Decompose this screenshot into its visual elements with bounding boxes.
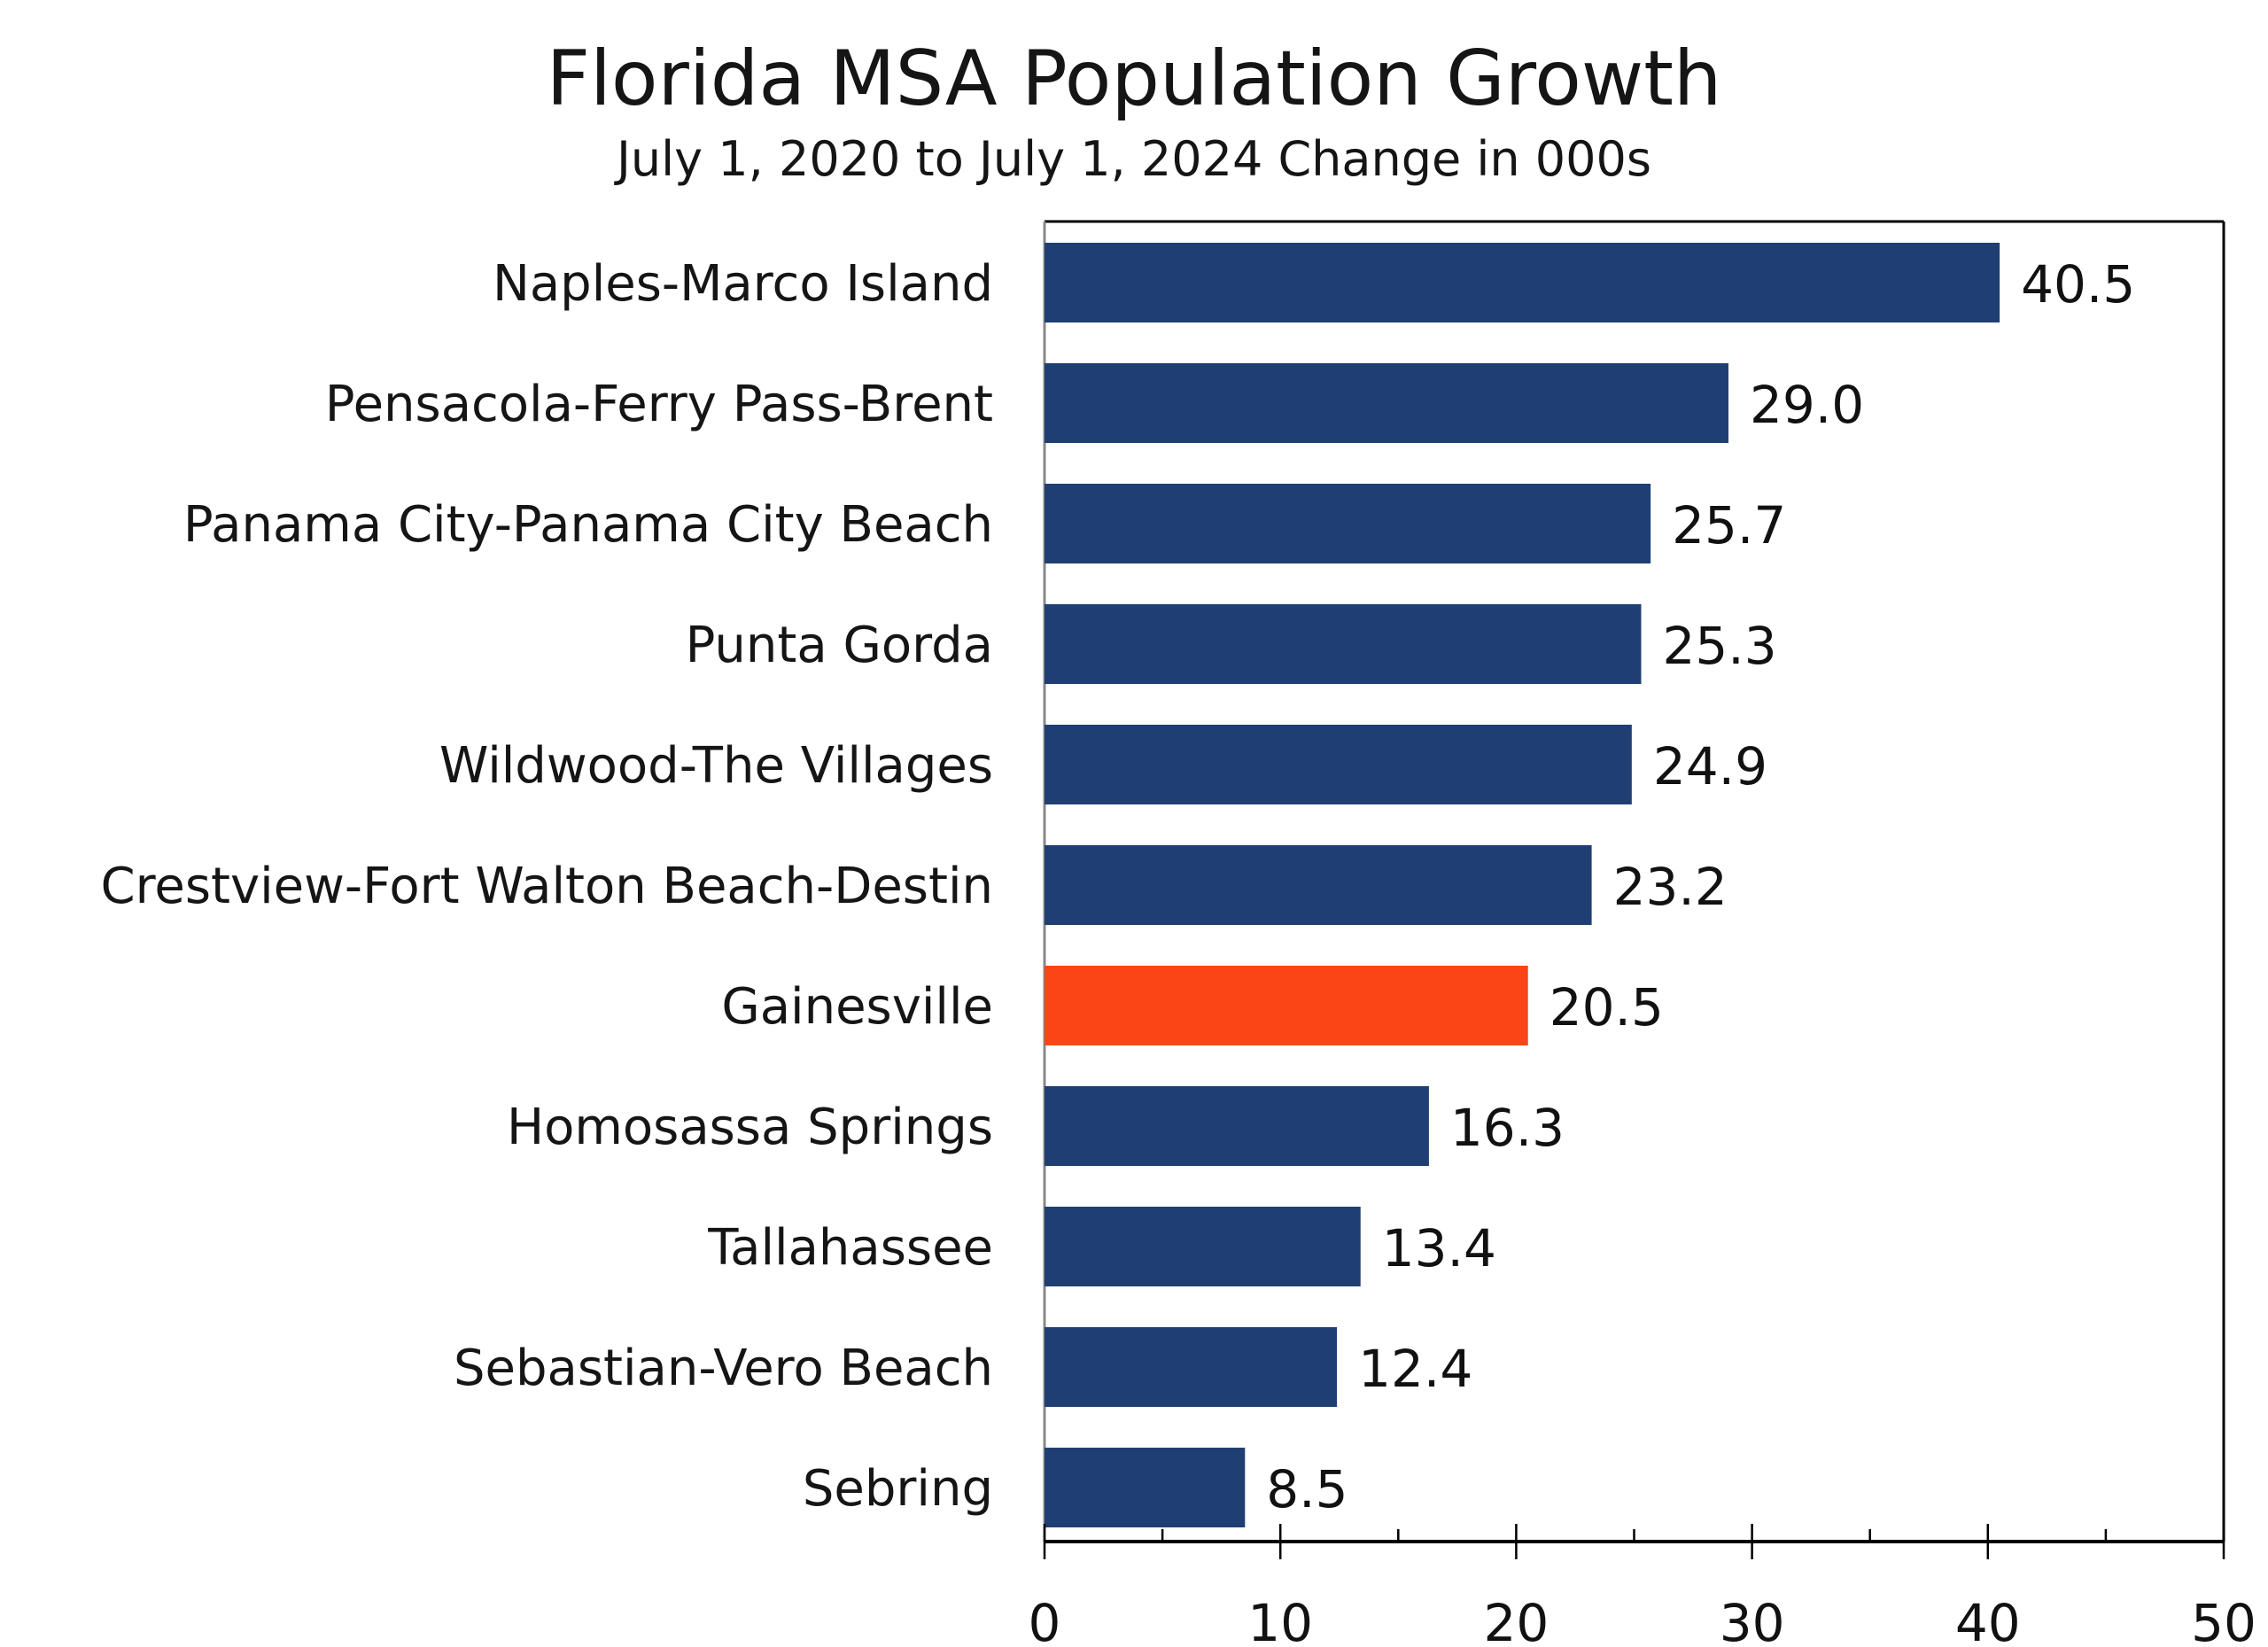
x-tick-label: 50 [2191, 1593, 2256, 1647]
category-label: Homosassa Springs [507, 1099, 993, 1156]
data-label: 29.0 [1750, 375, 1864, 435]
category-label: Panama City-Panama City Beach [183, 496, 993, 554]
data-label: 16.3 [1450, 1098, 1565, 1158]
category-label: Crestview-Fort Walton Beach-Destin [100, 858, 993, 915]
x-tick-label: 30 [1720, 1593, 1785, 1647]
category-label: Tallahassee [707, 1219, 993, 1277]
chart-subtitle: July 1, 2020 to July 1, 2024 Change in 0… [614, 131, 1651, 187]
bar [1045, 484, 1651, 563]
data-label: 25.3 [1662, 616, 1776, 676]
data-label: 23.2 [1613, 857, 1728, 917]
category-label: Naples-Marco Island [493, 255, 993, 313]
bar [1045, 1207, 1361, 1286]
category-label: Wildwood-The Villages [439, 737, 993, 795]
x-tick-label: 40 [1955, 1593, 2021, 1647]
data-label: 13.4 [1382, 1218, 1496, 1278]
bar [1045, 1448, 1246, 1527]
bar [1045, 845, 1592, 925]
x-tick-label: 20 [1483, 1593, 1549, 1647]
bar [1045, 604, 1642, 684]
x-tick-label: 0 [1029, 1593, 1061, 1647]
bar [1045, 1327, 1338, 1407]
data-label: 8.5 [1266, 1459, 1348, 1519]
data-label: 12.4 [1358, 1339, 1472, 1399]
plot-area: Naples-Marco Island 40.5 Pensacola-Ferry P… [100, 220, 2256, 1647]
category-label: Gainesville [721, 978, 993, 1036]
bar [1045, 363, 1728, 443]
bar [1045, 243, 2000, 322]
x-tick-label: 10 [1247, 1593, 1313, 1647]
category-label: Sebring [803, 1460, 993, 1518]
category-label: Punta Gorda [686, 617, 993, 674]
bar [1045, 725, 1632, 804]
bar-highlight [1045, 966, 1528, 1045]
data-label: 25.7 [1672, 495, 1786, 555]
chart-title: Florida MSA Population Growth [547, 35, 1722, 123]
category-label: Pensacola-Ferry Pass-Brent [325, 376, 993, 433]
data-label: 40.5 [2021, 254, 2135, 315]
bar [1045, 1086, 1429, 1166]
category-label: Sebastian-Vero Beach [454, 1340, 993, 1397]
data-label: 20.5 [1550, 977, 1664, 1037]
data-label: 24.9 [1653, 736, 1767, 796]
